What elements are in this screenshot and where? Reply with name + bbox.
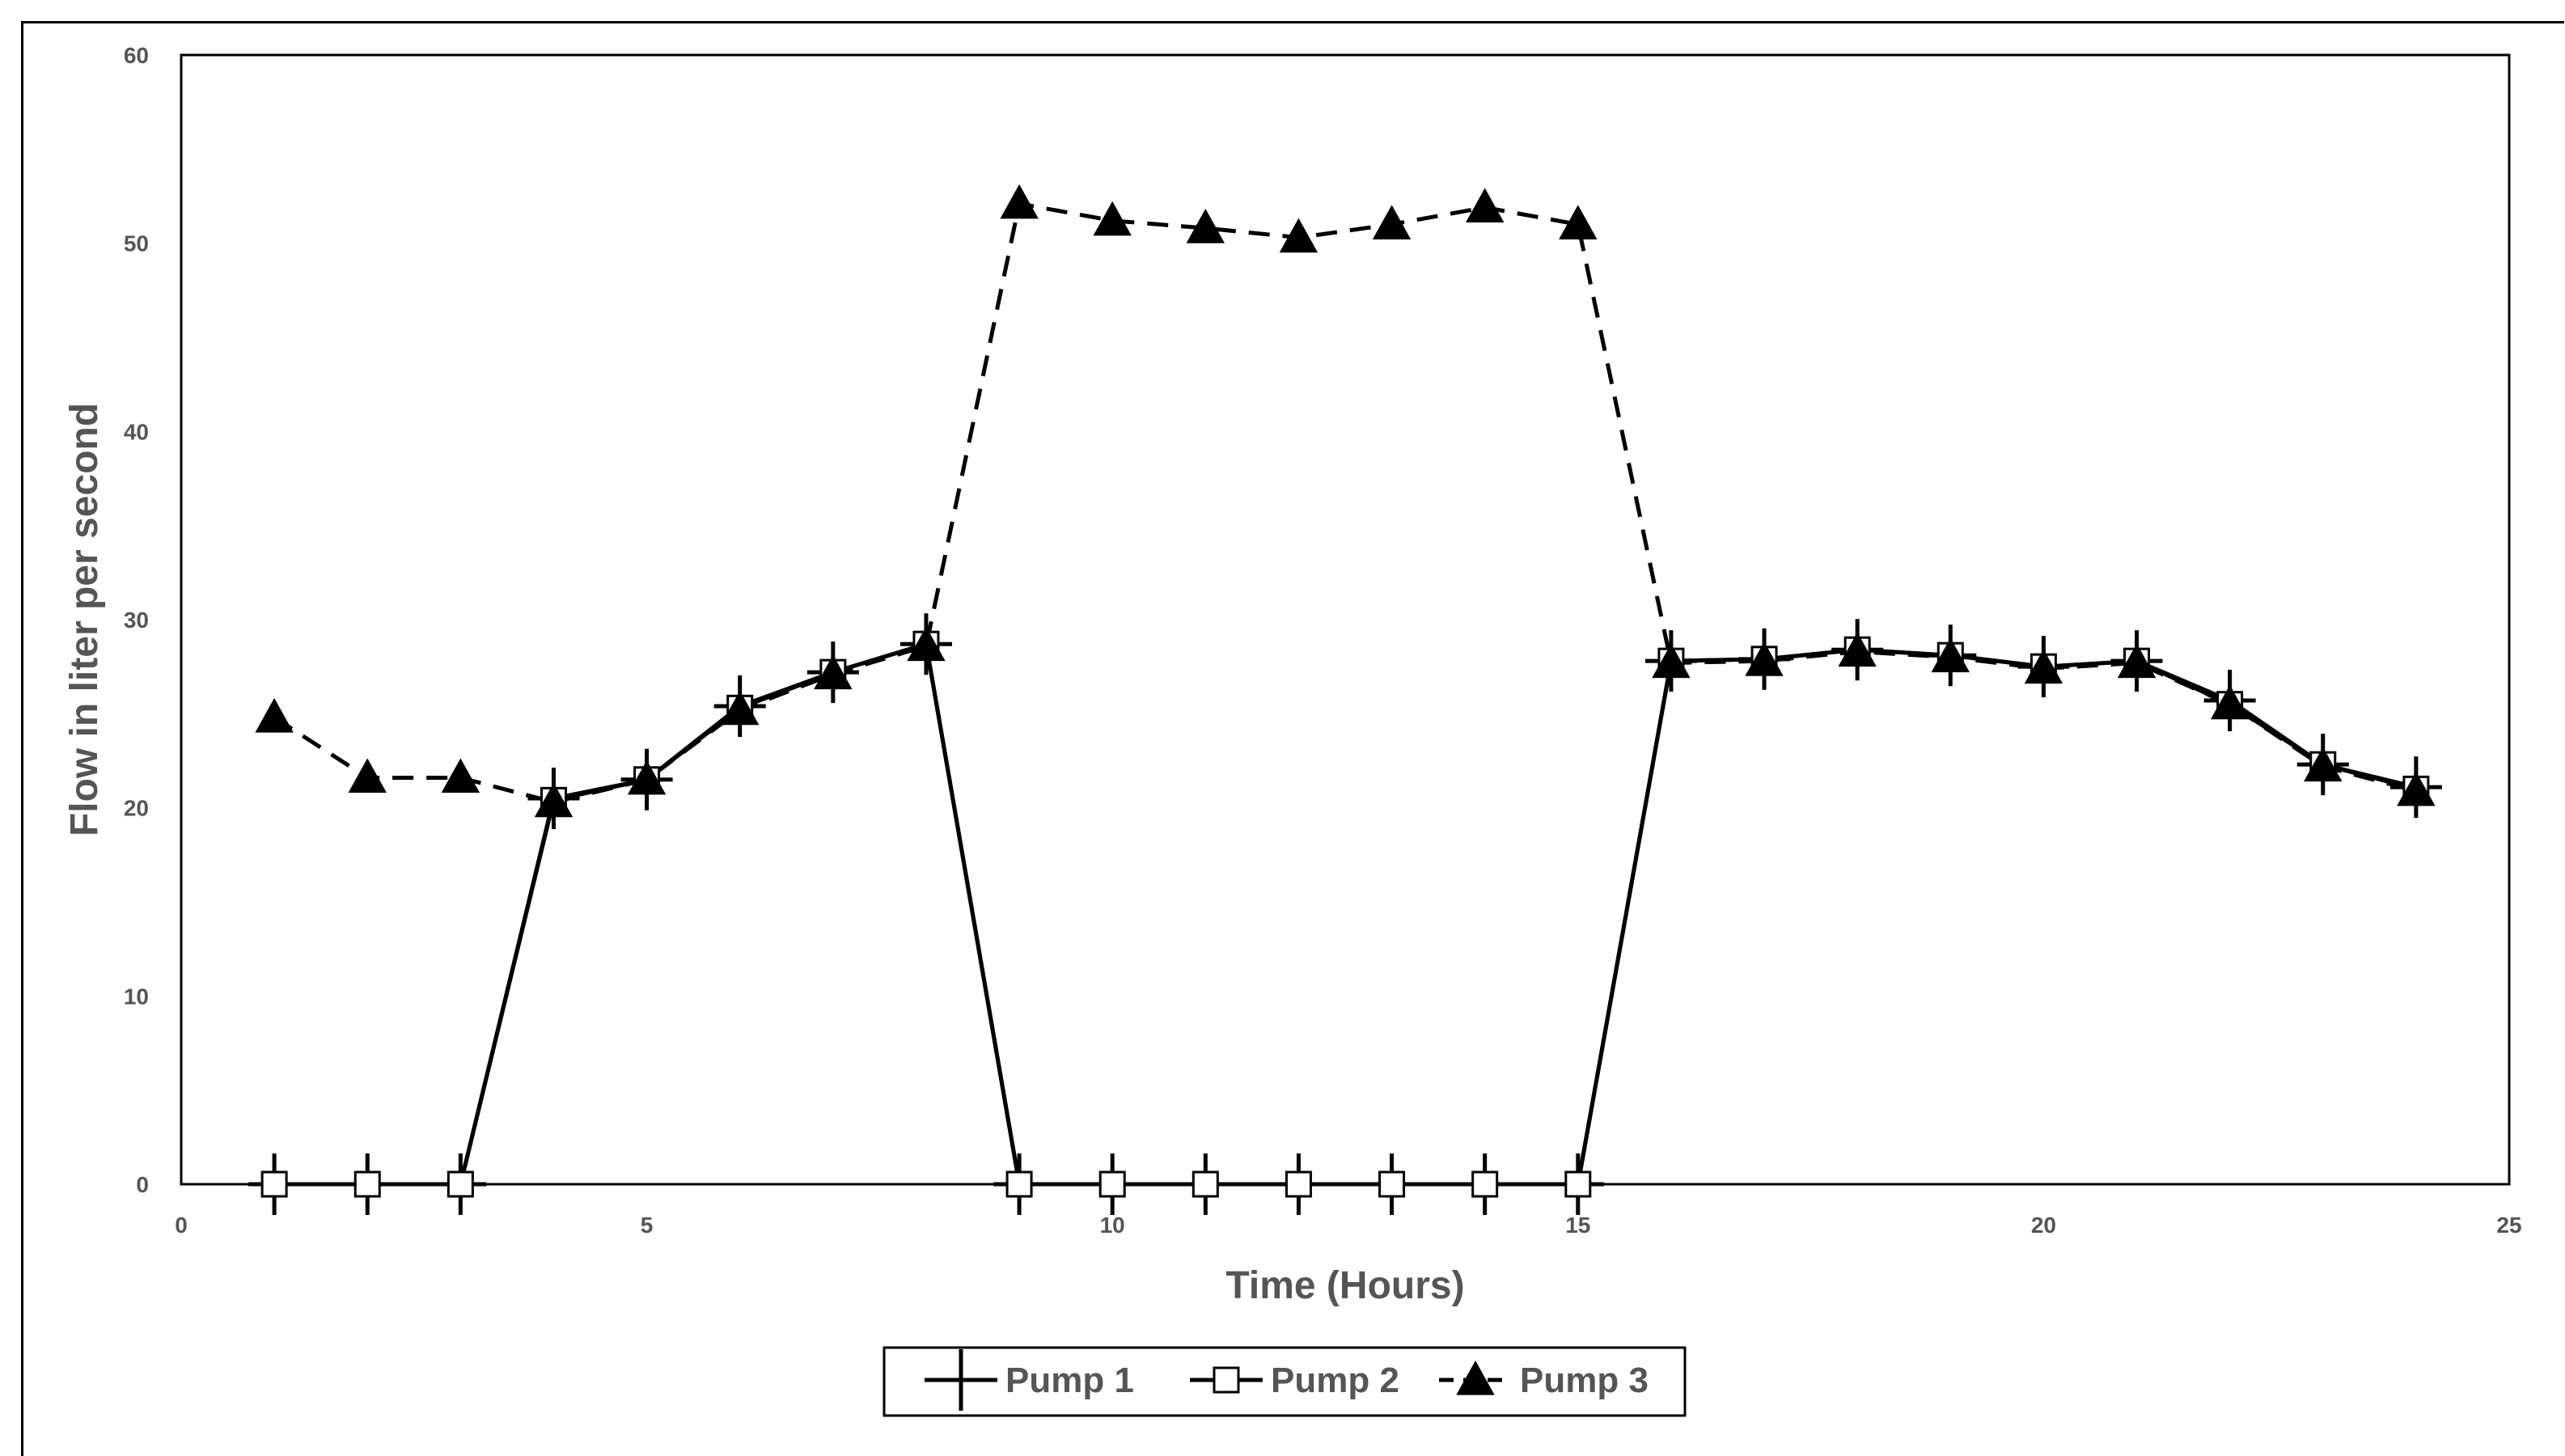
y-tick-label: 10 [124,984,149,1009]
data-point-triangle [2210,684,2250,720]
data-point-triangle [907,626,946,662]
data-point-triangle [1465,188,1505,223]
legend-box [883,1346,1687,1417]
data-point-triangle [348,758,387,794]
data-point-triangle [441,758,480,794]
data-point-triangle [534,782,574,818]
data-point-square [1098,1170,1126,1198]
data-point-square [260,1170,288,1198]
data-point-triangle [1093,201,1132,236]
chart-frame [21,21,2564,1456]
data-point-square [1378,1170,1406,1198]
data-point-triangle [2117,643,2157,679]
data-point-triangle [1652,643,1691,679]
y-tick-label: 20 [124,796,149,821]
data-point-triangle [627,760,667,795]
series-markers [248,184,2442,1215]
y-tick-label: 40 [124,419,149,444]
data-point-triangle [1372,205,1412,239]
x-tick-label: 25 [2496,1213,2521,1238]
y-axis-title: Flow in liter per second [63,403,106,836]
data-point-triangle [1559,205,1598,239]
legend: Pump 1 Pump 2 Pump 3 [883,1346,1687,1417]
data-point-triangle [2397,771,2436,806]
data-point-triangle [2304,747,2343,782]
data-point-square [353,1170,381,1198]
data-point-square [1471,1170,1499,1198]
x-tick-label: 5 [641,1213,654,1238]
data-point-triangle [1931,637,1970,673]
legend-label: Pump 1 [1005,1361,1134,1400]
data-point-triangle [1456,1360,1495,1395]
data-point-triangle [814,654,853,690]
legend-label: Pump 3 [1520,1361,1649,1400]
data-point-square [447,1170,474,1198]
x-tick-labels: 0 5 10 15 20 25 [175,1213,2521,1238]
x-tick-label: 15 [1565,1213,1590,1238]
y-tick-label: 50 [124,231,149,256]
y-tick-label: 30 [124,607,149,633]
data-point-triangle [1000,184,1039,219]
data-point-square [1005,1170,1033,1198]
data-point-square [1564,1170,1592,1198]
y-tick-labels: 0 10 20 30 40 50 60 [124,43,149,1197]
y-tick-label: 60 [124,43,149,68]
data-point-triangle [721,690,760,726]
data-point-triangle [1279,218,1318,253]
x-tick-label: 10 [1100,1213,1125,1238]
data-point-triangle [255,697,294,733]
x-axis-title: Time (Hours) [1225,1264,1464,1307]
data-point-triangle [1745,641,1784,676]
data-point-triangle [1186,208,1225,243]
data-point-square [1213,1366,1240,1394]
data-point-square [1191,1170,1219,1198]
data-point-square [1285,1170,1312,1198]
x-tick-label: 0 [175,1213,188,1238]
legend-label: Pump 2 [1271,1361,1399,1400]
x-tick-label: 20 [2031,1213,2056,1238]
data-point-triangle [2024,649,2063,684]
data-point-triangle [1838,632,1877,667]
y-tick-label: 0 [136,1172,149,1197]
plot-area [180,53,2511,1186]
